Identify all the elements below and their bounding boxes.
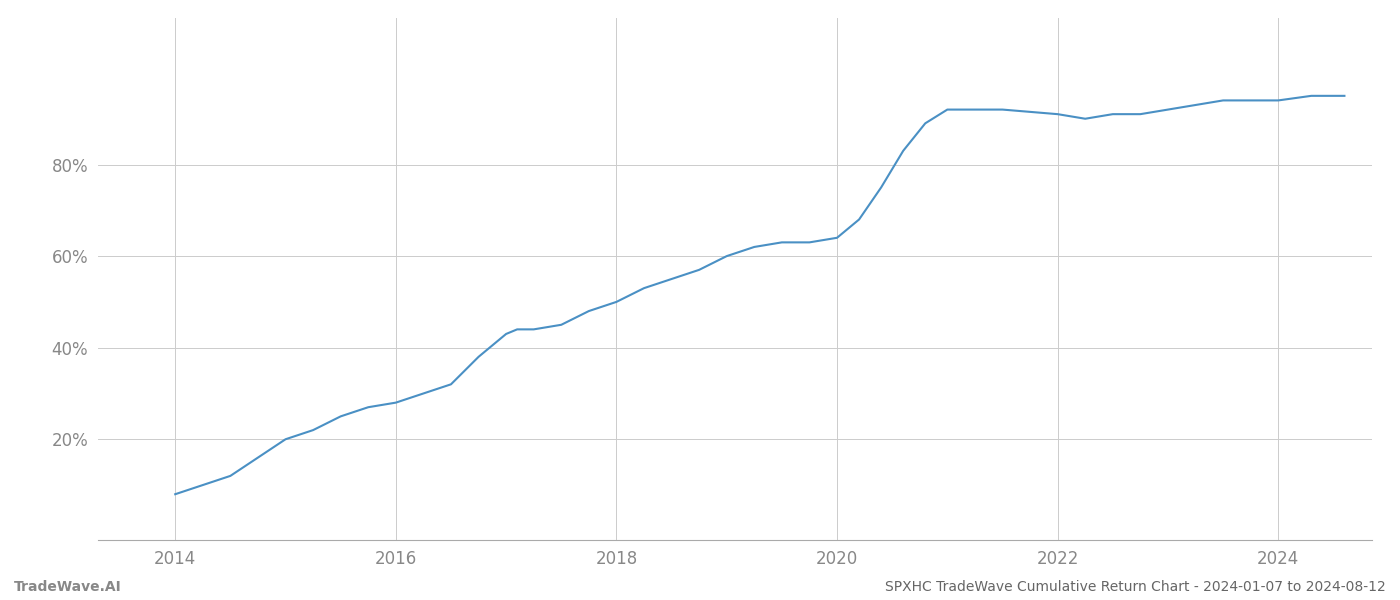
- Text: SPXHC TradeWave Cumulative Return Chart - 2024-01-07 to 2024-08-12: SPXHC TradeWave Cumulative Return Chart …: [885, 580, 1386, 594]
- Text: TradeWave.AI: TradeWave.AI: [14, 580, 122, 594]
